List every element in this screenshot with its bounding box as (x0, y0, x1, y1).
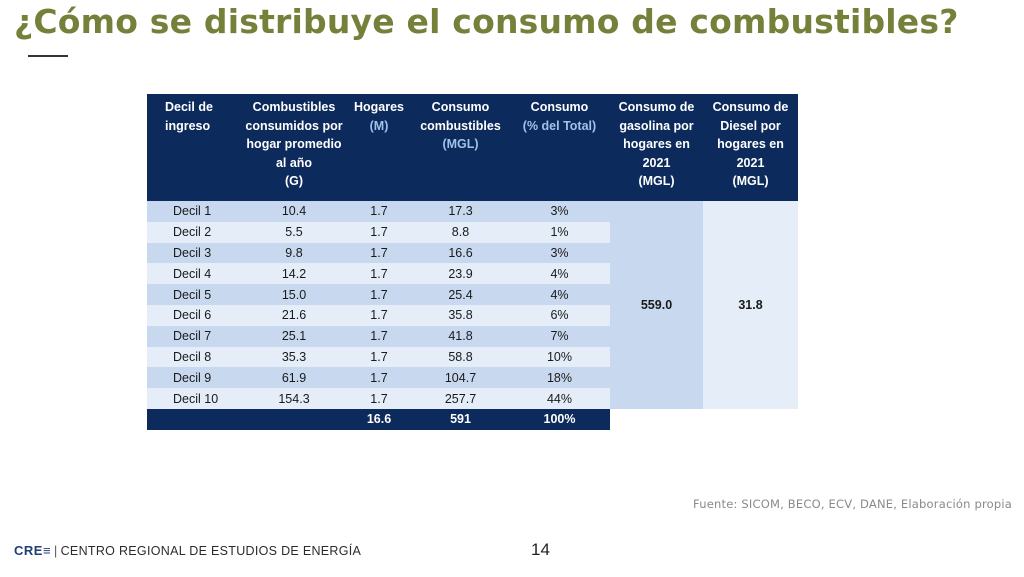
totals-blank-cell (610, 408, 703, 430)
cell-decil: Decil 3 (147, 242, 242, 264)
cell-combustibles: 10.4 (242, 201, 346, 222)
consumption-table: Decil de ingreso Combustibles consumidos… (147, 94, 798, 430)
cree-logo: CRE≡ (14, 543, 52, 558)
slide-title: ¿Cómo se distribuye el consumo de combus… (14, 2, 959, 41)
header-diesel: Consumo de Diesel por hogares en 2021 (MG… (703, 94, 798, 201)
cell-decil: Decil 7 (147, 325, 242, 347)
cell-decil: Decil 2 (147, 221, 242, 243)
cell-decil: Decil 9 (147, 367, 242, 389)
cell-hogares: 1.7 (346, 325, 412, 347)
table-header-row: Decil de ingreso Combustibles consumidos… (147, 94, 798, 201)
cell-combustibles: 15.0 (242, 284, 346, 305)
totals-empty-cell (147, 408, 242, 430)
cell-pct: 44% (509, 388, 610, 409)
table-row: Decil 2 5.5 1.7 8.8 1% (147, 221, 798, 243)
header-combustibles-hogar: Combustibles consumidos por hogar promed… (242, 94, 346, 201)
header-hogares: Hogares (M) (346, 94, 412, 201)
page-number: 14 (531, 540, 550, 559)
totals-empty-cell (242, 408, 346, 430)
table-row: Decil 6 21.6 1.7 35.8 6% (147, 304, 798, 326)
cell-pct: 10% (509, 346, 610, 368)
table-row: Decil 10 154.3 1.7 257.7 44% (147, 388, 798, 409)
cell-hogares: 1.7 (346, 263, 412, 285)
cell-hogares: 1.7 (346, 201, 412, 222)
cell-decil: Decil 4 (147, 263, 242, 285)
cell-consumo: 257.7 (412, 388, 509, 409)
cell-combustibles: 25.1 (242, 325, 346, 347)
table-row: Decil 5 15.0 1.7 25.4 4% (147, 284, 798, 305)
cell-decil: Decil 5 (147, 284, 242, 305)
cell-consumo: 25.4 (412, 284, 509, 305)
cell-combustibles: 5.5 (242, 221, 346, 243)
cell-pct: 7% (509, 325, 610, 347)
cell-pct: 18% (509, 367, 610, 389)
cell-consumo: 8.8 (412, 221, 509, 243)
footer-org-name: CENTRO REGIONAL DE ESTUDIOS DE ENERGÍA (60, 544, 362, 558)
cell-hogares: 1.7 (346, 221, 412, 243)
cell-hogares: 1.7 (346, 242, 412, 264)
cell-hogares: 1.7 (346, 388, 412, 409)
cell-combustibles: 61.9 (242, 367, 346, 389)
cell-consumo: 58.8 (412, 346, 509, 368)
totals-row: 16.6 591 100% (147, 408, 798, 430)
cell-pct: 3% (509, 201, 610, 222)
diesel-total-cell: 31.8 (703, 201, 798, 409)
footer: CRE≡ | CENTRO REGIONAL DE ESTUDIOS DE ENER… (14, 543, 362, 558)
source-note: Fuente: SICOM, BECO, ECV, DANE, Elaborac… (693, 497, 1012, 511)
cell-consumo: 41.8 (412, 325, 509, 347)
header-consumo-pct: Consumo (% del Total) (509, 94, 610, 201)
table-row: Decil 8 35.3 1.7 58.8 10% (147, 346, 798, 368)
cell-consumo: 35.8 (412, 304, 509, 326)
cell-combustibles: 35.3 (242, 346, 346, 368)
table-row: Decil 9 61.9 1.7 104.7 18% (147, 367, 798, 389)
cell-decil: Decil 8 (147, 346, 242, 368)
cell-combustibles: 9.8 (242, 242, 346, 264)
table-row: Decil 3 9.8 1.7 16.6 3% (147, 242, 798, 264)
cell-consumo: 23.9 (412, 263, 509, 285)
total-hogares: 16.6 (346, 408, 412, 430)
cell-consumo: 104.7 (412, 367, 509, 389)
title-underline (28, 55, 68, 57)
cell-hogares: 1.7 (346, 304, 412, 326)
cell-consumo: 17.3 (412, 201, 509, 222)
cell-consumo: 16.6 (412, 242, 509, 264)
cell-pct: 1% (509, 221, 610, 243)
cell-hogares: 1.7 (346, 367, 412, 389)
cell-hogares: 1.7 (346, 346, 412, 368)
cell-hogares: 1.7 (346, 284, 412, 305)
totals-blank-cell (703, 408, 798, 430)
table-row: Decil 1 10.4 1.7 17.3 3% 559.0 31.8 (147, 201, 798, 409)
table-row: Decil 4 14.2 1.7 23.9 4% (147, 263, 798, 285)
cell-combustibles: 14.2 (242, 263, 346, 285)
cell-combustibles: 154.3 (242, 388, 346, 409)
cell-combustibles: 21.6 (242, 304, 346, 326)
header-consumo-combustibles: Consumo combustibles (MGL) (412, 94, 509, 201)
cell-decil: Decil 10 (147, 388, 242, 409)
table-row: Decil 7 25.1 1.7 41.8 7% (147, 325, 798, 347)
header-gasolina: Consumo de gasolina por hogares en 2021(… (610, 94, 703, 201)
total-consumo: 591 (412, 408, 509, 430)
total-pct: 100% (509, 408, 610, 430)
header-decil: Decil de ingreso (147, 94, 242, 201)
gasolina-total-cell: 559.0 (610, 201, 703, 409)
cell-pct: 4% (509, 284, 610, 305)
cell-decil: Decil 6 (147, 304, 242, 326)
cell-pct: 6% (509, 304, 610, 326)
cell-decil: Decil 1 (147, 201, 242, 222)
cell-pct: 3% (509, 242, 610, 264)
cell-pct: 4% (509, 263, 610, 285)
